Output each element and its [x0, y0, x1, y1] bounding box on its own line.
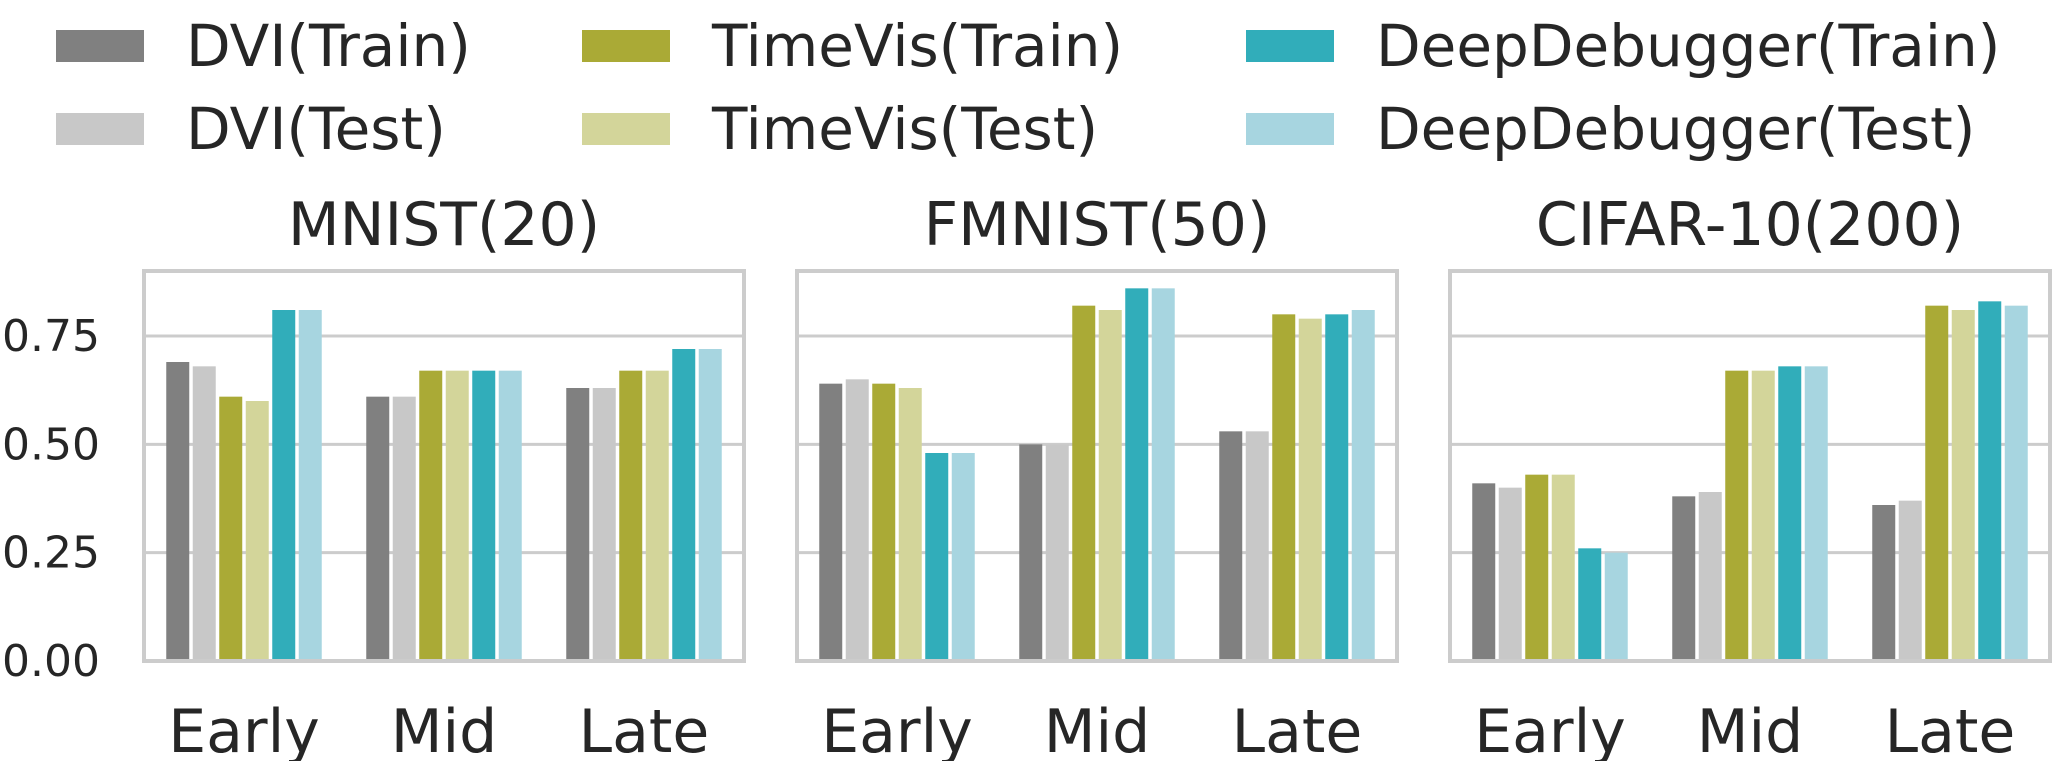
bar-late-timevis-test [1951, 310, 1975, 661]
y-tick-label: 0.50 [2, 419, 100, 470]
bar-late-deepdebugger-test [698, 349, 722, 661]
panel-title: FMNIST(50) [924, 190, 1271, 260]
y-tick-label: 0.00 [2, 636, 100, 687]
legend-item-timevis-train: TimeVis(Train) [582, 6, 1123, 86]
bar-mid-timevis-train [1725, 370, 1749, 661]
legend-label: TimeVis(Train) [712, 12, 1124, 80]
legend-swatch [1246, 30, 1334, 62]
bar-late-dvi-test [1245, 431, 1269, 661]
bar-mid-dvi-train [366, 396, 390, 661]
bar-mid-deepdebugger-test [498, 370, 522, 661]
bar-early-deepdebugger-test [298, 310, 322, 661]
x-tick-label: Late [1885, 697, 2016, 761]
x-tick-label: Early [1474, 697, 1626, 761]
legend-label: DeepDebugger(Train) [1376, 12, 2001, 80]
legend-item-dvi-train: DVI(Train) [56, 6, 471, 86]
bar-late-deepdebugger-train [1325, 314, 1349, 661]
bar-mid-dvi-train [1019, 444, 1043, 661]
bar-early-dvi-train [819, 383, 843, 661]
bar-early-deepdebugger-train [1578, 548, 1602, 661]
bar-mid-deepdebugger-train [1125, 288, 1149, 661]
bar-mid-deepdebugger-train [1778, 366, 1802, 661]
bar-mid-dvi-train [1672, 496, 1696, 661]
legend-item-dvi-test: DVI(Test) [56, 89, 446, 169]
x-tick-label: Mid [391, 697, 498, 761]
bar-early-deepdebugger-train [272, 310, 296, 661]
bar-mid-timevis-train [1072, 305, 1096, 661]
bar-late-dvi-train [1872, 505, 1896, 661]
plot-frame [795, 269, 1399, 663]
legend-swatch [56, 113, 144, 145]
bar-early-dvi-train [1472, 483, 1496, 661]
bar-mid-dvi-test [392, 396, 416, 661]
legend-label: DVI(Test) [186, 95, 446, 163]
legend-item-deepdebugger-train: DeepDebugger(Train) [1246, 6, 2000, 86]
bar-late-deepdebugger-test [2004, 305, 2028, 661]
bar-mid-deepdebugger-train [472, 370, 496, 661]
bar-early-dvi-train [166, 362, 190, 661]
bar-early-timevis-train [1525, 474, 1549, 661]
bar-early-timevis-train [872, 383, 896, 661]
legend-swatch [582, 113, 670, 145]
bar-late-dvi-test [592, 388, 616, 661]
legend-label: DVI(Train) [186, 12, 471, 80]
legend-swatch [56, 30, 144, 62]
x-tick-label: Early [168, 697, 320, 761]
legend-swatch [582, 30, 670, 62]
bar-mid-timevis-train [419, 370, 443, 661]
bar-late-timevis-test [645, 370, 669, 661]
x-tick-label: Late [579, 697, 710, 761]
bar-early-dvi-test [192, 366, 216, 661]
bar-late-deepdebugger-train [1978, 301, 2002, 661]
bar-early-timevis-train [219, 396, 243, 661]
bar-early-deepdebugger-test [1604, 552, 1628, 661]
bar-mid-timevis-test [1098, 310, 1122, 661]
x-tick-label: Late [1232, 697, 1363, 761]
bar-late-timevis-train [619, 370, 643, 661]
bar-late-timevis-train [1925, 305, 1949, 661]
bar-early-timevis-test [1551, 474, 1575, 661]
bar-late-dvi-train [566, 388, 590, 661]
plot-frame [1448, 269, 2052, 663]
bar-mid-timevis-test [445, 370, 469, 661]
bar-late-timevis-test [1298, 318, 1322, 661]
bar-late-dvi-test [1898, 500, 1922, 661]
bar-early-deepdebugger-train [925, 453, 949, 661]
panel-title: CIFAR-10(200) [1536, 190, 1964, 260]
y-tick-label: 0.25 [2, 528, 100, 579]
bar-early-deepdebugger-test [951, 453, 975, 661]
bar-mid-dvi-test [1045, 444, 1069, 661]
bar-mid-deepdebugger-test [1151, 288, 1175, 661]
legend-item-deepdebugger-test: DeepDebugger(Test) [1246, 89, 1975, 169]
x-tick-label: Mid [1044, 697, 1151, 761]
bar-mid-dvi-test [1698, 492, 1722, 661]
y-tick-label: 0.75 [2, 311, 100, 362]
bar-early-timevis-test [898, 388, 922, 661]
legend-label: TimeVis(Test) [712, 95, 1099, 163]
legend: DVI(Train) TimeVis(Train) DeepDebugger(T… [0, 0, 2062, 175]
plot-frame [142, 269, 746, 663]
bar-early-timevis-test [245, 401, 269, 661]
bar-late-dvi-train [1219, 431, 1243, 661]
bar-late-timevis-train [1272, 314, 1296, 661]
panel-title: MNIST(20) [288, 190, 600, 260]
bar-early-dvi-test [845, 379, 869, 661]
legend-label: DeepDebugger(Test) [1376, 95, 1976, 163]
legend-item-timevis-test: TimeVis(Test) [582, 89, 1098, 169]
legend-swatch [1246, 113, 1334, 145]
bar-late-deepdebugger-test [1351, 310, 1375, 661]
bar-early-dvi-test [1498, 487, 1522, 661]
x-tick-label: Early [821, 697, 973, 761]
bar-mid-deepdebugger-test [1804, 366, 1828, 661]
x-tick-label: Mid [1697, 697, 1804, 761]
bar-mid-timevis-test [1751, 370, 1775, 661]
bar-late-deepdebugger-train [672, 349, 696, 661]
